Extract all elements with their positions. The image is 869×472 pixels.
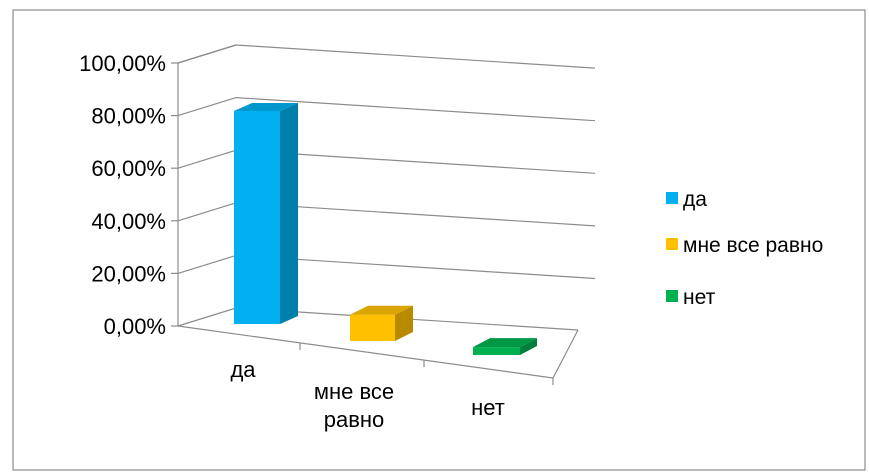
x-tick-label: да xyxy=(230,357,256,382)
gridline-side xyxy=(177,149,237,169)
legend-label: мне все равно xyxy=(683,234,823,257)
bar-top xyxy=(473,338,537,348)
legend-label: нет xyxy=(683,286,716,309)
y-tick-label: 20,00% xyxy=(91,261,166,286)
bar-top xyxy=(350,305,413,315)
gridline-side xyxy=(177,44,237,64)
x-tick-label: равно xyxy=(324,407,385,432)
x-tick-label: нет xyxy=(471,395,505,420)
y-tick-label: 100,00% xyxy=(79,51,166,76)
gridline xyxy=(235,44,596,69)
cropped-text-fragment xyxy=(20,0,670,6)
bar-side xyxy=(280,102,298,324)
gridline-side xyxy=(177,254,237,274)
bar-front xyxy=(234,110,280,324)
gridline-side xyxy=(177,97,237,117)
x-axis-ticks xyxy=(299,342,554,385)
bar-side xyxy=(520,338,537,355)
chart-border xyxy=(12,9,866,471)
bar-top xyxy=(234,102,298,111)
x-axis-labels: да мне все равно нет xyxy=(230,357,504,432)
legend: да мне все равно нет xyxy=(666,188,823,309)
y-tick-label: 80,00% xyxy=(91,104,166,129)
x-tick-label: мне все xyxy=(314,379,394,404)
legend-swatch xyxy=(666,290,678,302)
bar-2 xyxy=(350,305,413,341)
legend-swatch xyxy=(666,192,678,204)
y-tick-label: 40,00% xyxy=(91,209,166,234)
legend-item: нет xyxy=(666,286,716,309)
gridline xyxy=(235,97,596,122)
bar-front xyxy=(350,314,395,341)
bars xyxy=(234,102,537,355)
y-tick-label: 0,00% xyxy=(104,314,166,339)
legend-item: мне все равно xyxy=(666,234,823,257)
floor-right-edge xyxy=(552,329,579,379)
bar-front xyxy=(473,347,520,355)
floor-left-edge xyxy=(177,307,237,327)
legend-swatch xyxy=(666,238,678,250)
bar-side xyxy=(395,305,413,341)
y-axis-ticks: 0,00% 20,00% 40,00% 60,00% 80,00% 100,00% xyxy=(79,51,178,339)
y-tick-label: 60,00% xyxy=(91,156,166,181)
bar-3 xyxy=(473,338,537,355)
x-axis-line xyxy=(177,325,554,379)
gridline-side xyxy=(177,202,237,222)
bar-1 xyxy=(234,102,298,324)
legend-label: да xyxy=(683,188,707,211)
legend-item: да xyxy=(666,188,707,211)
